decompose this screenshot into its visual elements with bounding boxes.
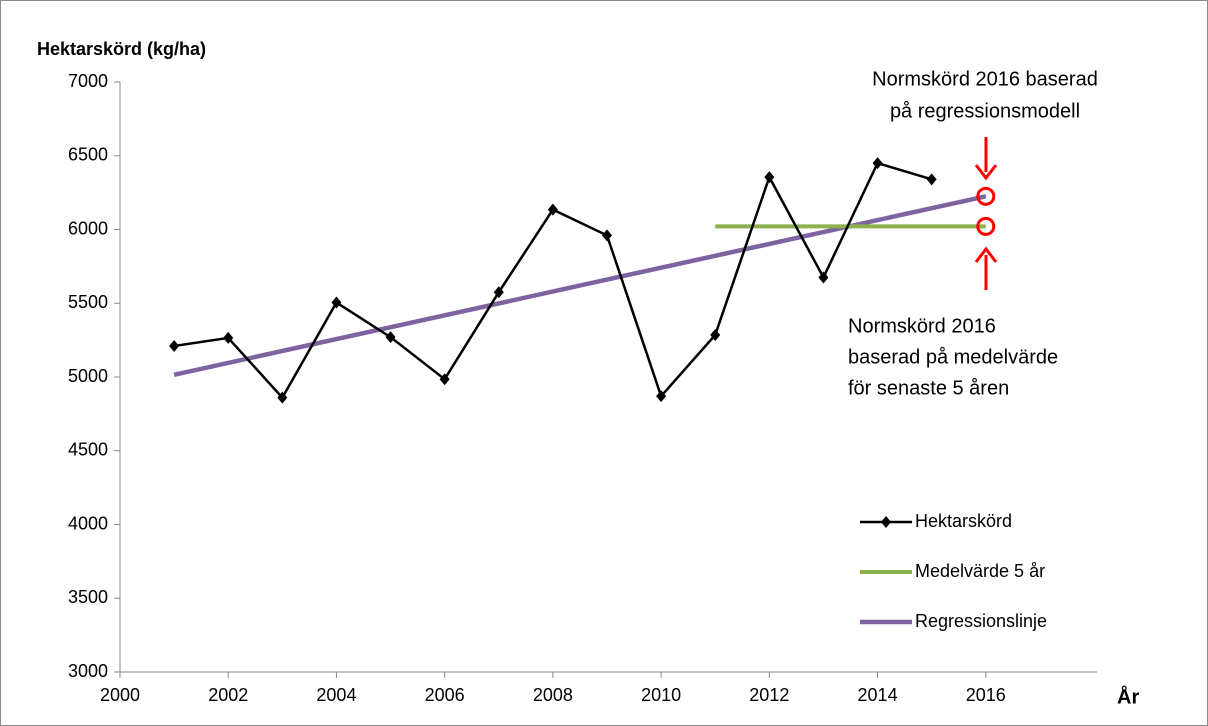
point [602, 229, 612, 242]
point [656, 390, 667, 403]
y-tick-label: 6000 [68, 218, 108, 238]
highlight-circle [976, 216, 996, 236]
legend-label: Medelvärde 5 år [915, 561, 1045, 581]
annotation: baserad på medelvärde [848, 346, 1058, 368]
legend-label: Hektarskörd [915, 511, 1012, 531]
y-tick-label: 3500 [68, 587, 108, 607]
point [872, 157, 883, 170]
y-axis-title: Hektarskörd (kg/ha) [37, 39, 206, 59]
point [439, 373, 450, 386]
x-tick-label: 2000 [100, 685, 140, 705]
y-tick-label: 4000 [68, 513, 108, 533]
point [818, 271, 829, 284]
point [710, 328, 721, 341]
annotation: för senaste 5 åren [848, 377, 1009, 399]
point [764, 171, 775, 184]
y-tick-label: 6500 [68, 145, 108, 165]
x-tick-label: 2012 [749, 685, 789, 705]
highlight-circle [976, 186, 996, 206]
annotation: Normskörd 2016 [848, 315, 996, 337]
point [547, 203, 558, 216]
x-tick-label: 2002 [208, 685, 248, 705]
annotation: på regressionsmodell [890, 100, 1080, 122]
point [223, 331, 234, 344]
legend-label: Regressionslinje [915, 611, 1047, 631]
y-tick-label: 5000 [68, 366, 108, 386]
x-axis-title: År [1117, 684, 1139, 708]
x-tick-label: 2004 [316, 685, 356, 705]
point [277, 391, 288, 404]
point [926, 173, 937, 186]
y-tick-label: 4500 [68, 440, 108, 460]
legend-marker [881, 516, 891, 528]
y-tick-label: 5500 [68, 292, 108, 312]
point [169, 340, 180, 353]
y-tick-label: 7000 [68, 71, 108, 91]
point [493, 286, 504, 299]
x-tick-label: 2006 [425, 685, 465, 705]
point [331, 296, 342, 309]
x-tick-label: 2010 [641, 685, 681, 705]
x-tick-label: 2014 [858, 685, 898, 705]
arrows [974, 137, 998, 290]
point [385, 331, 396, 344]
x-tick-label: 2008 [533, 685, 573, 705]
x-tick-label: 2016 [966, 685, 1006, 705]
y-tick-label: 3000 [68, 661, 108, 681]
annotation: Normskörd 2016 baserad [872, 68, 1098, 90]
